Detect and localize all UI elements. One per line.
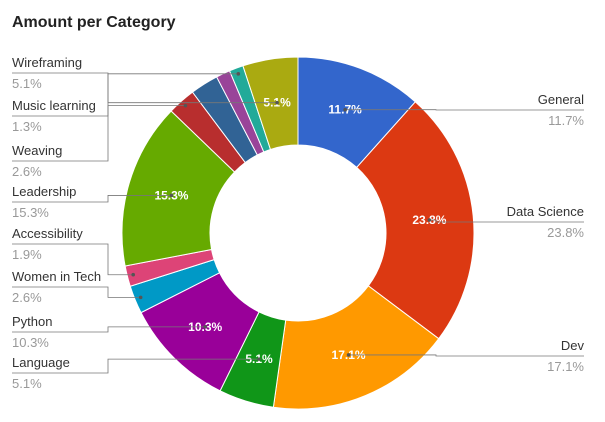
callout-value-weaving: 2.6% <box>12 164 42 179</box>
slices <box>121 56 475 410</box>
callout-value-general: 11.7% <box>548 113 584 128</box>
callout-value-accessibility: 1.9% <box>12 247 42 262</box>
callout-dot-accessibility <box>131 272 136 277</box>
callout-dot-women-in-tech <box>138 295 143 300</box>
callout-value-data-science: 23.8% <box>547 225 584 240</box>
callout-name-general: General <box>538 92 584 107</box>
callout-name-leadership: Leadership <box>12 184 76 199</box>
callout-name-accessibility: Accessibility <box>12 226 83 241</box>
callout-dot-language <box>257 357 261 361</box>
callout-name-music-learning: Music learning <box>12 98 96 113</box>
callout-name-dev: Dev <box>561 338 585 353</box>
callout-dot-python <box>203 325 207 329</box>
callout-name-language: Language <box>12 355 70 370</box>
callout-value-leadership: 15.3% <box>12 205 49 220</box>
callout-name-women-in-tech: Women in Tech <box>12 269 101 284</box>
callout-value-dev: 17.1% <box>547 359 584 374</box>
callout-dot-leadership <box>169 193 174 198</box>
callouts: General 11.7% Data Science 23.8% Dev 17.1% Wir… <box>12 55 584 391</box>
callout-line-leadership <box>12 195 172 203</box>
callout-dot-wireframing <box>275 100 279 105</box>
callout-dot-weaving <box>183 103 188 108</box>
callout-name-python: Python <box>12 314 52 329</box>
callout-name-wireframing: Wireframing <box>12 55 82 70</box>
callout-dot-general <box>343 107 347 112</box>
callout-value-wireframing: 5.1% <box>12 76 42 91</box>
callout-line-python <box>12 326 206 333</box>
callout-dot-dev <box>346 353 351 357</box>
callout-value-language: 5.1% <box>12 376 42 391</box>
slice-wireframing <box>242 56 299 151</box>
callout-value-python: 10.3% <box>12 335 49 350</box>
callout-line-women-in-tech <box>12 286 141 298</box>
callout-line-accessibility <box>12 243 134 276</box>
slice-data-science <box>355 101 475 340</box>
callout-line-language <box>12 358 260 374</box>
slice-leadership <box>121 110 236 267</box>
callout-value-women-in-tech: 2.6% <box>12 290 42 305</box>
callout-dot-data-science <box>427 218 432 222</box>
callout-line-data-science <box>429 219 584 223</box>
callout-dot-music-learning <box>236 72 241 76</box>
callout-name-weaving: Weaving <box>12 143 62 158</box>
callout-name-data-science: Data Science <box>507 204 584 219</box>
callout-line-dev <box>348 354 584 357</box>
callout-line-weaving <box>12 105 186 162</box>
chart-title: Amount per Category <box>12 14 176 31</box>
callout-value-music-learning: 1.3% <box>12 119 42 134</box>
callout-line-music-learning <box>12 73 239 117</box>
